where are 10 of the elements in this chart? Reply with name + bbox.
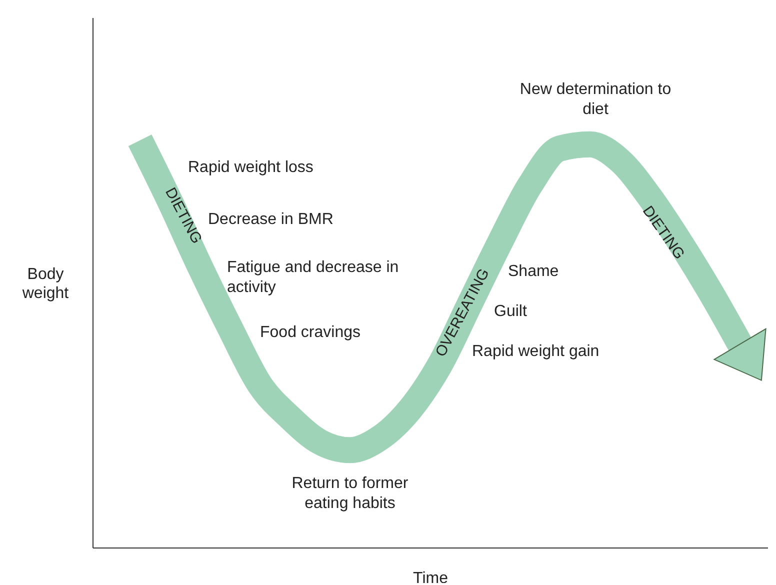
y-axis-title: Body weight bbox=[21, 265, 70, 303]
annotation: Shame bbox=[508, 262, 560, 282]
annotation: Fatigue and decrease in activity bbox=[227, 259, 399, 296]
annotation: Food cravings bbox=[260, 324, 360, 341]
x-axis-title: Time bbox=[413, 570, 448, 585]
annotation: Rapid weight loss bbox=[188, 158, 314, 178]
annotation: Guilt bbox=[494, 302, 528, 322]
annotation: Return to former eating habits bbox=[290, 474, 410, 514]
annotation: Decrease in BMR bbox=[208, 210, 334, 230]
text: New determination to diet bbox=[518, 80, 672, 120]
